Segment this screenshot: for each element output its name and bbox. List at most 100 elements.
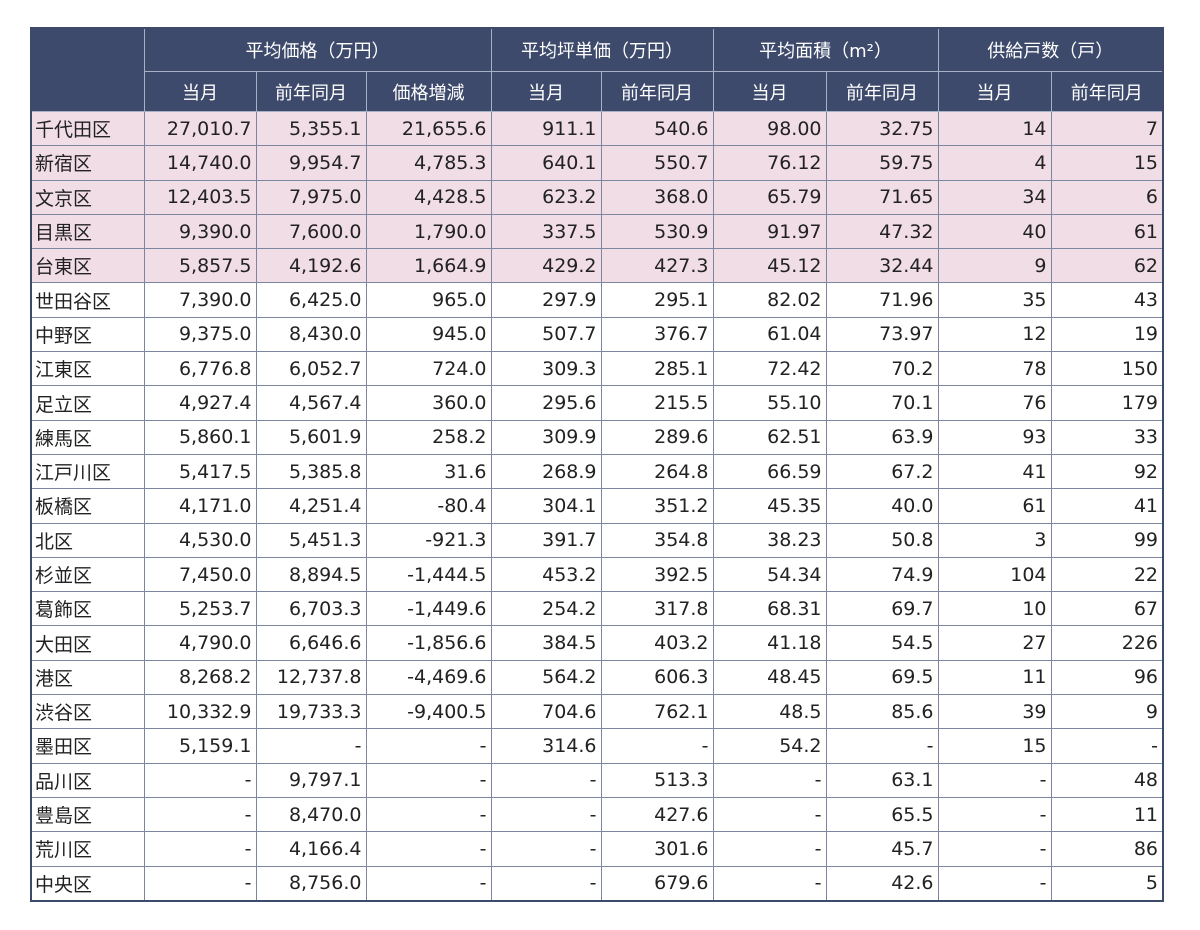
value-cell: 8,756.0 <box>255 865 367 902</box>
value-cell: 82.02 <box>712 282 827 318</box>
value-cell: 11 <box>937 659 1052 696</box>
value-cell: 295.6 <box>490 385 602 421</box>
value-cell: 150 <box>1050 351 1164 387</box>
value-cell: 762.1 <box>600 694 714 730</box>
ward-name: 文京区 <box>30 179 145 215</box>
value-cell: -9,400.5 <box>365 694 492 730</box>
value-cell: 429.2 <box>490 248 602 284</box>
ward-name: 足立区 <box>30 385 145 421</box>
value-cell: 73.97 <box>825 316 939 353</box>
value-cell: - <box>712 762 827 798</box>
value-cell: 15 <box>1050 145 1164 181</box>
sub-header: 前年同月 <box>600 71 714 112</box>
value-cell: 540.6 <box>600 110 714 147</box>
value-cell: 258.2 <box>365 419 492 455</box>
value-cell: 61.04 <box>712 316 827 353</box>
value-cell: 4,785.3 <box>365 145 492 181</box>
ward-name: 江東区 <box>30 351 145 387</box>
sub-header: 前年同月 <box>825 71 939 112</box>
value-cell: 91.97 <box>712 213 827 250</box>
value-cell: 317.8 <box>600 591 714 627</box>
value-cell: 4 <box>937 145 1052 181</box>
value-cell: 32.44 <box>825 248 939 284</box>
value-cell: 4,428.5 <box>365 179 492 215</box>
value-cell: 32.75 <box>825 110 939 147</box>
table-row: 世田谷区 7,390.0 6,425.0 965.0 297.9 295.1 82.02 71… <box>30 282 1164 318</box>
table-row: 目黒区 9,390.0 7,600.0 1,790.0 337.5 530.9 91.97 4… <box>30 213 1164 250</box>
value-cell: 9,375.0 <box>143 316 257 353</box>
value-cell: 70.1 <box>825 385 939 421</box>
value-cell: 9,797.1 <box>255 762 367 798</box>
value-cell: 78 <box>937 351 1052 387</box>
value-cell: 7 <box>1050 110 1164 147</box>
value-cell: 12,737.8 <box>255 659 367 696</box>
value-cell: 38.23 <box>712 522 827 558</box>
table-row: 文京区 12,403.5 7,975.0 4,428.5 623.2 368.0 65.79… <box>30 179 1164 215</box>
value-cell: - <box>490 865 602 902</box>
value-cell: - <box>937 762 1052 798</box>
value-cell: 59.75 <box>825 145 939 181</box>
value-cell: 62 <box>1050 248 1164 284</box>
table-row: 荒川区 -4,166.4- -301.6-45.7-86 <box>30 831 1164 867</box>
value-cell: 6,646.6 <box>255 625 367 661</box>
value-cell: 5,417.5 <box>143 453 257 490</box>
value-cell: - <box>490 762 602 798</box>
value-cell: 39 <box>937 694 1052 730</box>
table-row: 港区 8,268.2 12,737.8 -4,469.6 564.2 606.3 48.45… <box>30 659 1164 696</box>
value-cell: 70.2 <box>825 351 939 387</box>
value-cell: 5,253.7 <box>143 591 257 627</box>
value-cell: 72.42 <box>712 351 827 387</box>
ward-name: 豊島区 <box>30 796 145 833</box>
value-cell: 179 <box>1050 385 1164 421</box>
value-cell: 55.10 <box>712 385 827 421</box>
value-cell: 4,790.0 <box>143 625 257 661</box>
value-cell: 4,166.4 <box>255 831 367 867</box>
ward-name: 墨田区 <box>30 728 145 764</box>
value-cell: 226 <box>1050 625 1164 661</box>
value-cell: 368.0 <box>600 179 714 215</box>
value-cell: 74.9 <box>825 556 939 593</box>
value-cell: 63.1 <box>825 762 939 798</box>
value-cell: 76 <box>937 385 1052 421</box>
ward-name: 北区 <box>30 522 145 558</box>
value-cell: 4,192.6 <box>255 248 367 284</box>
value-cell: 606.3 <box>600 659 714 696</box>
value-cell: 623.2 <box>490 179 602 215</box>
value-cell: - <box>825 728 939 764</box>
value-cell: 9,390.0 <box>143 213 257 250</box>
value-cell: 264.8 <box>600 453 714 490</box>
value-cell: - <box>1050 728 1164 764</box>
value-cell: 354.8 <box>600 522 714 558</box>
sub-header: 前年同月 <box>255 71 367 112</box>
group-header-row: 平均価格（万円） 平均坪単価（万円） 平均面積（m²） 供給戸数（戸） <box>30 27 1164 112</box>
value-cell: -4,469.6 <box>365 659 492 696</box>
sub-header: 当月 <box>937 71 1052 112</box>
value-cell: 4,927.4 <box>143 385 257 421</box>
value-cell: - <box>365 865 492 902</box>
value-cell: 50.8 <box>825 522 939 558</box>
value-cell: 68.31 <box>712 591 827 627</box>
value-cell: -921.3 <box>365 522 492 558</box>
value-cell: 6,776.8 <box>143 351 257 387</box>
value-cell: 76.12 <box>712 145 827 181</box>
value-cell: 1,790.0 <box>365 213 492 250</box>
value-cell: 19 <box>1050 316 1164 353</box>
value-cell: 5,601.9 <box>255 419 367 455</box>
value-cell: 11 <box>1050 796 1164 833</box>
sub-header: 当月 <box>712 71 827 112</box>
value-cell: 309.3 <box>490 351 602 387</box>
value-cell: - <box>255 728 367 764</box>
value-cell: 4,567.4 <box>255 385 367 421</box>
value-cell: 9 <box>1050 694 1164 730</box>
value-cell: 48.45 <box>712 659 827 696</box>
value-cell: 45.35 <box>712 488 827 524</box>
ward-name: 葛飾区 <box>30 591 145 627</box>
value-cell: 304.1 <box>490 488 602 524</box>
value-cell: 12 <box>937 316 1052 353</box>
table-row: 中野区 9,375.0 8,430.0 945.0 507.7 376.7 61.04 73.… <box>30 316 1164 353</box>
value-cell: 61 <box>937 488 1052 524</box>
value-cell: 41 <box>937 453 1052 490</box>
value-cell: - <box>143 865 257 902</box>
value-cell: 48 <box>1050 762 1164 798</box>
table-row: 江戸川区 5,417.5 5,385.8 31.6 268.9 264.8 66.59 67.… <box>30 453 1164 490</box>
